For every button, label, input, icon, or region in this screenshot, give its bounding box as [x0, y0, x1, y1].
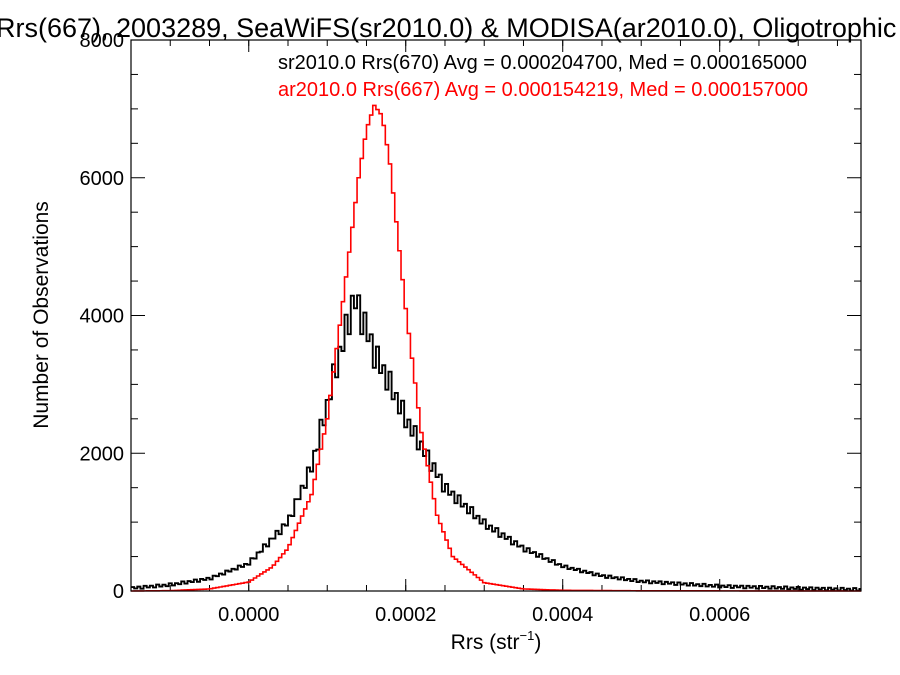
y-tick-label: 6000: [80, 168, 125, 190]
plot-frame: [130, 39, 862, 592]
series-layer: [131, 104, 861, 592]
x-tick-label: 0.0002: [375, 604, 436, 626]
y-tick-label: 8000: [80, 30, 125, 52]
y-tick-label: 4000: [80, 306, 125, 328]
x-tick-label: 0.0004: [532, 604, 593, 626]
legend-entry-ar2010: ar2010.0 Rrs(667) Avg = 0.000154219, Med…: [278, 79, 808, 101]
x-tick-label: 0.0006: [689, 604, 750, 626]
y-tick-label: 0: [113, 581, 124, 603]
x-tick-label: 0.0000: [218, 604, 279, 626]
legend: sr2010.0 Rrs(670) Avg = 0.000204700, Med…: [278, 52, 808, 101]
axis-ticks: [131, 39, 861, 592]
x-axis-label-close: ): [534, 631, 541, 654]
x-axis-label: Rrs (str−1): [451, 628, 542, 654]
legend-entry-sr2010: sr2010.0 Rrs(670) Avg = 0.000204700, Med…: [278, 52, 807, 74]
x-axis-label-unit-exponent: −1: [520, 628, 535, 643]
x-axis-label-main: Rrs (str: [451, 631, 520, 654]
tick-labels: 0.0000 0.0002 0.0004 0.0006 0 2000 4000 6000 800…: [80, 30, 751, 626]
y-tick-label: 2000: [80, 443, 125, 465]
chart-title: Rrs(667), 2003289, SeaWiFS(sr2010.0) & M…: [0, 13, 896, 43]
y-axis-label: Number of Observations: [30, 201, 53, 429]
series-sr2010-histogram: [131, 294, 861, 592]
series-ar2010-histogram: [131, 104, 861, 592]
